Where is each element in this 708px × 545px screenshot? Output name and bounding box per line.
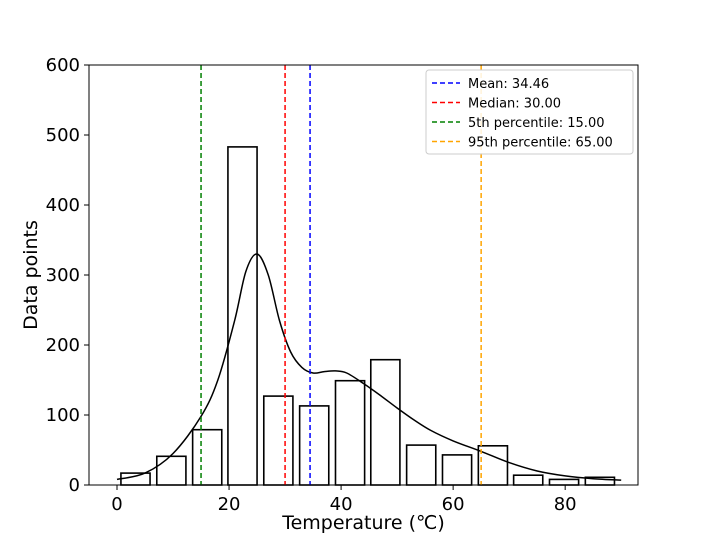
kde-curve: [116, 253, 622, 481]
x-axis-ticks: 0 20 40 60 80: [111, 485, 577, 515]
kde-group: [116, 253, 622, 481]
y-tick-label-100: 100: [46, 405, 80, 426]
y-axis-label: Data points: [20, 220, 42, 330]
x-tick-label-40: 40: [330, 494, 353, 515]
y-tick-label-500: 500: [46, 125, 80, 146]
y-tick-label-0: 0: [69, 475, 80, 496]
y-tick-label-400: 400: [46, 195, 80, 216]
legend-box: [425, 69, 634, 155]
y-tick-label-200: 200: [46, 335, 80, 356]
legend: Mean: 34.46 Median: 30.00 5th percentile: …: [425, 69, 634, 155]
x-tick-label-80: 80: [554, 494, 577, 515]
legend-label-4: 95th percentile: 65.00: [468, 136, 613, 151]
x-tick-label-60: 60: [442, 494, 465, 515]
x-tick-label-20: 20: [218, 494, 241, 515]
y-tick-label-600: 600: [46, 55, 80, 76]
y-tick-label-300: 300: [46, 265, 80, 286]
legend-label-3: 5th percentile: 15.00: [468, 116, 604, 131]
x-tick-label-0: 0: [111, 494, 122, 515]
reference-lines-group: [200, 65, 482, 485]
y-axis-ticks: 0 100 200 300 400 500 600: [46, 55, 89, 496]
x-axis-label: Temperature (℃): [281, 512, 445, 534]
legend-label-1: Mean: 34.46: [468, 77, 549, 92]
legend-label-2: Median: 30.00: [468, 97, 561, 112]
